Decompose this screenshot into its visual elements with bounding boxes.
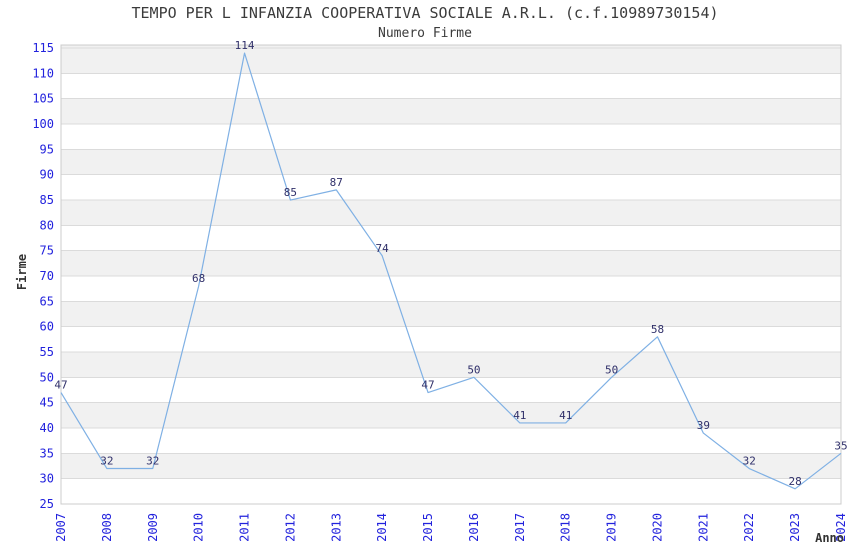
x-tick-label: 2012 (283, 513, 297, 542)
y-axis-title: Firme (15, 253, 29, 291)
stripe-band (61, 453, 841, 479)
point-label: 47 (54, 379, 67, 392)
stripe-band (61, 402, 841, 429)
x-tick-label: 2014 (375, 513, 389, 542)
chart-title: TEMPO PER L INFANZIA COOPERATIVA SOCIALE… (131, 4, 719, 22)
stripe-band (61, 149, 841, 175)
y-tick-label: 40 (40, 421, 54, 435)
point-label: 114 (235, 39, 255, 52)
y-tick-label: 110 (32, 66, 54, 80)
x-tick-label: 2019 (605, 513, 619, 542)
y-tick-label: 85 (40, 193, 54, 207)
y-tick-label: 50 (40, 370, 54, 384)
y-tick-label: 45 (40, 396, 54, 410)
point-label: 41 (559, 409, 572, 422)
y-tick-label: 75 (40, 244, 54, 258)
y-tick-label: 90 (40, 168, 54, 182)
point-label: 32 (743, 455, 756, 468)
stripe-band (61, 352, 841, 378)
point-label: 28 (788, 475, 801, 488)
stripe-band (61, 45, 841, 74)
y-tick-label: 95 (40, 142, 54, 156)
y-tick-label: 80 (40, 218, 54, 232)
point-label: 50 (467, 363, 480, 376)
y-tick-label: 25 (40, 497, 54, 511)
x-tick-label: 2020 (650, 513, 664, 542)
point-label: 41 (513, 409, 526, 422)
plot-border (60, 44, 842, 505)
point-label: 50 (605, 363, 618, 376)
x-tick-label: 2009 (146, 513, 160, 542)
point-label: 39 (697, 419, 710, 432)
y-tick-label: 35 (40, 446, 54, 460)
point-label: 47 (421, 379, 434, 392)
y-tick-label: 30 (40, 472, 54, 486)
x-tick-label: 2016 (467, 513, 481, 542)
stripe-band (61, 98, 841, 125)
x-tick-label: 2021 (696, 513, 710, 542)
y-tick-label: 70 (40, 269, 54, 283)
x-tick-label: 2015 (421, 513, 435, 542)
x-axis-title: Anno (815, 531, 844, 545)
point-label: 85 (284, 186, 297, 199)
point-label: 32 (100, 455, 113, 468)
x-tick-label: 2024 (834, 513, 848, 542)
y-tick-label: 100 (32, 117, 54, 131)
x-tick-label: 2023 (788, 513, 802, 542)
x-tick-label: 2011 (238, 513, 252, 542)
x-tick-label: 2013 (329, 513, 343, 542)
point-label: 74 (376, 242, 390, 255)
y-tick-label: 65 (40, 294, 54, 308)
point-label: 35 (834, 439, 847, 452)
point-label: 32 (146, 455, 159, 468)
stripe-band (61, 200, 841, 226)
series-line (60, 52, 842, 490)
x-tick-label: 2007 (54, 513, 68, 542)
y-tick-label: 60 (40, 320, 54, 334)
y-tick-label: 105 (32, 92, 54, 106)
stripe-band (61, 301, 841, 327)
x-tick-label: 2008 (100, 513, 114, 542)
x-tick-label: 2017 (513, 513, 527, 542)
y-tick-label: 55 (40, 345, 54, 359)
point-label: 68 (192, 272, 205, 285)
x-tick-label: 2022 (742, 513, 756, 542)
point-label: 58 (651, 323, 664, 336)
x-tick-label: 2010 (192, 513, 206, 542)
x-tick-label: 2018 (559, 513, 573, 542)
y-tick-label: 115 (32, 41, 54, 55)
stripe-band (61, 250, 841, 277)
chart-subtitle: Numero Firme (378, 26, 472, 41)
point-label: 87 (330, 176, 343, 189)
